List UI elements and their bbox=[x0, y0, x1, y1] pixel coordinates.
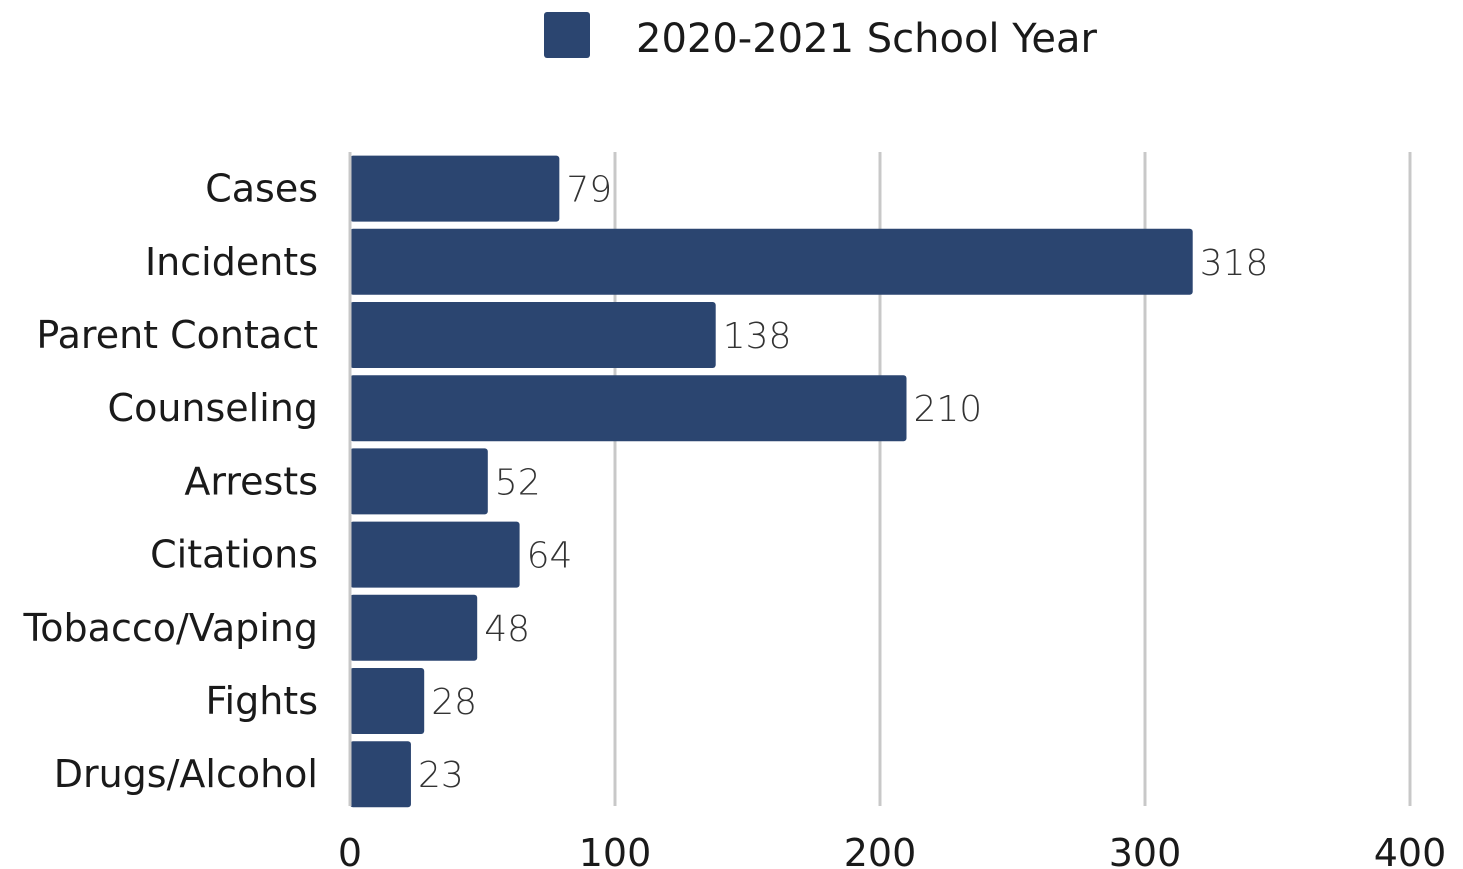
data-label: 318 bbox=[1200, 243, 1269, 284]
x-tick-label: 100 bbox=[579, 831, 652, 869]
data-label: 28 bbox=[431, 682, 477, 723]
bar bbox=[350, 375, 907, 442]
bar bbox=[350, 594, 478, 661]
legend-label: 2020-2021 School Year bbox=[636, 16, 1097, 62]
x-axis-ticks: 0 100 200 300 400 bbox=[338, 831, 1446, 869]
legend: 2020-2021 School Year bbox=[544, 12, 1097, 62]
category-labels: Cases Incidents Parent Contact Counseling Ar… bbox=[23, 167, 318, 797]
data-label: 52 bbox=[495, 462, 541, 503]
category-label: Incidents bbox=[145, 240, 318, 284]
x-tick-label: 200 bbox=[844, 831, 917, 869]
category-label: Counseling bbox=[108, 386, 318, 430]
bar bbox=[350, 155, 560, 222]
x-tick-label: 400 bbox=[1374, 831, 1447, 869]
data-label: 79 bbox=[566, 170, 612, 211]
category-label: Fights bbox=[205, 679, 318, 723]
x-tick-label: 0 bbox=[338, 831, 362, 869]
bar bbox=[350, 741, 411, 808]
category-label: Citations bbox=[150, 533, 318, 577]
x-tick-label: 300 bbox=[1109, 831, 1182, 869]
legend-swatch bbox=[544, 12, 590, 58]
data-label: 138 bbox=[723, 316, 792, 357]
category-label: Tobacco/Vaping bbox=[23, 606, 318, 650]
category-label: Cases bbox=[205, 167, 318, 211]
bar bbox=[350, 521, 520, 588]
data-label: 210 bbox=[914, 389, 983, 430]
category-label: Drugs/Alcohol bbox=[54, 752, 318, 796]
category-label: Parent Contact bbox=[36, 313, 318, 357]
category-label: Arrests bbox=[184, 459, 318, 503]
bars bbox=[350, 155, 1193, 808]
data-label: 23 bbox=[418, 755, 464, 796]
bar bbox=[350, 448, 488, 515]
bar bbox=[350, 302, 716, 368]
bar bbox=[350, 668, 425, 734]
data-label: 64 bbox=[527, 536, 573, 577]
data-label: 48 bbox=[484, 609, 530, 650]
bar bbox=[350, 228, 1193, 295]
